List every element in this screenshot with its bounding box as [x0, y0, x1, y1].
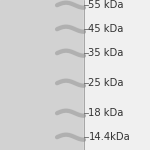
Bar: [0, 0, 84, 150]
Text: 14.4kDa: 14.4kDa: [88, 132, 130, 142]
Text: 25 kDa: 25 kDa: [88, 78, 124, 88]
Text: 55 kDa: 55 kDa: [88, 0, 124, 10]
Bar: [84, 0, 150, 150]
Text: 45 kDa: 45 kDa: [88, 24, 124, 34]
Text: 35 kDa: 35 kDa: [88, 48, 124, 58]
Text: 18 kDa: 18 kDa: [88, 108, 124, 118]
